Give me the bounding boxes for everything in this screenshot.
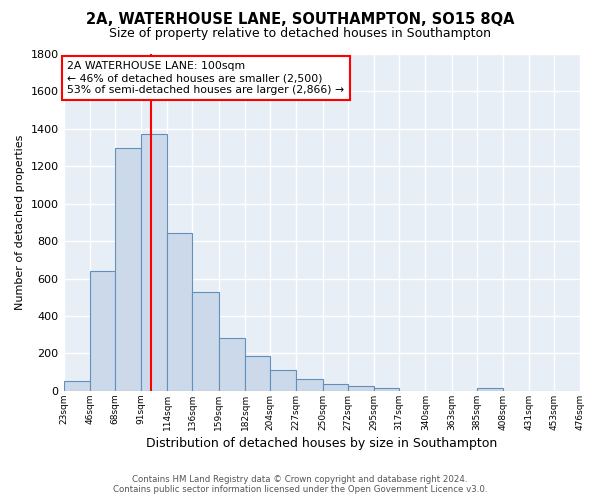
Bar — [374, 388, 399, 391]
Bar — [245, 356, 270, 391]
Text: Contains HM Land Registry data © Crown copyright and database right 2024.
Contai: Contains HM Land Registry data © Crown c… — [113, 474, 487, 494]
Bar — [347, 386, 374, 391]
Y-axis label: Number of detached properties: Number of detached properties — [15, 135, 25, 310]
Text: Size of property relative to detached houses in Southampton: Size of property relative to detached ho… — [109, 28, 491, 40]
X-axis label: Distribution of detached houses by size in Southampton: Distribution of detached houses by size … — [146, 437, 497, 450]
Text: 2A WATERHOUSE LANE: 100sqm
← 46% of detached houses are smaller (2,500)
53% of s: 2A WATERHOUSE LANE: 100sqm ← 46% of deta… — [67, 62, 344, 94]
Bar — [167, 232, 193, 391]
Bar — [115, 148, 141, 391]
Bar — [219, 338, 245, 391]
Text: 2A, WATERHOUSE LANE, SOUTHAMPTON, SO15 8QA: 2A, WATERHOUSE LANE, SOUTHAMPTON, SO15 8… — [86, 12, 514, 28]
Bar — [193, 292, 219, 391]
Bar — [64, 380, 90, 391]
Bar — [90, 271, 115, 391]
Bar — [323, 384, 347, 391]
Bar — [141, 134, 167, 391]
Bar — [476, 388, 503, 391]
Bar — [270, 370, 296, 391]
Bar — [296, 378, 323, 391]
